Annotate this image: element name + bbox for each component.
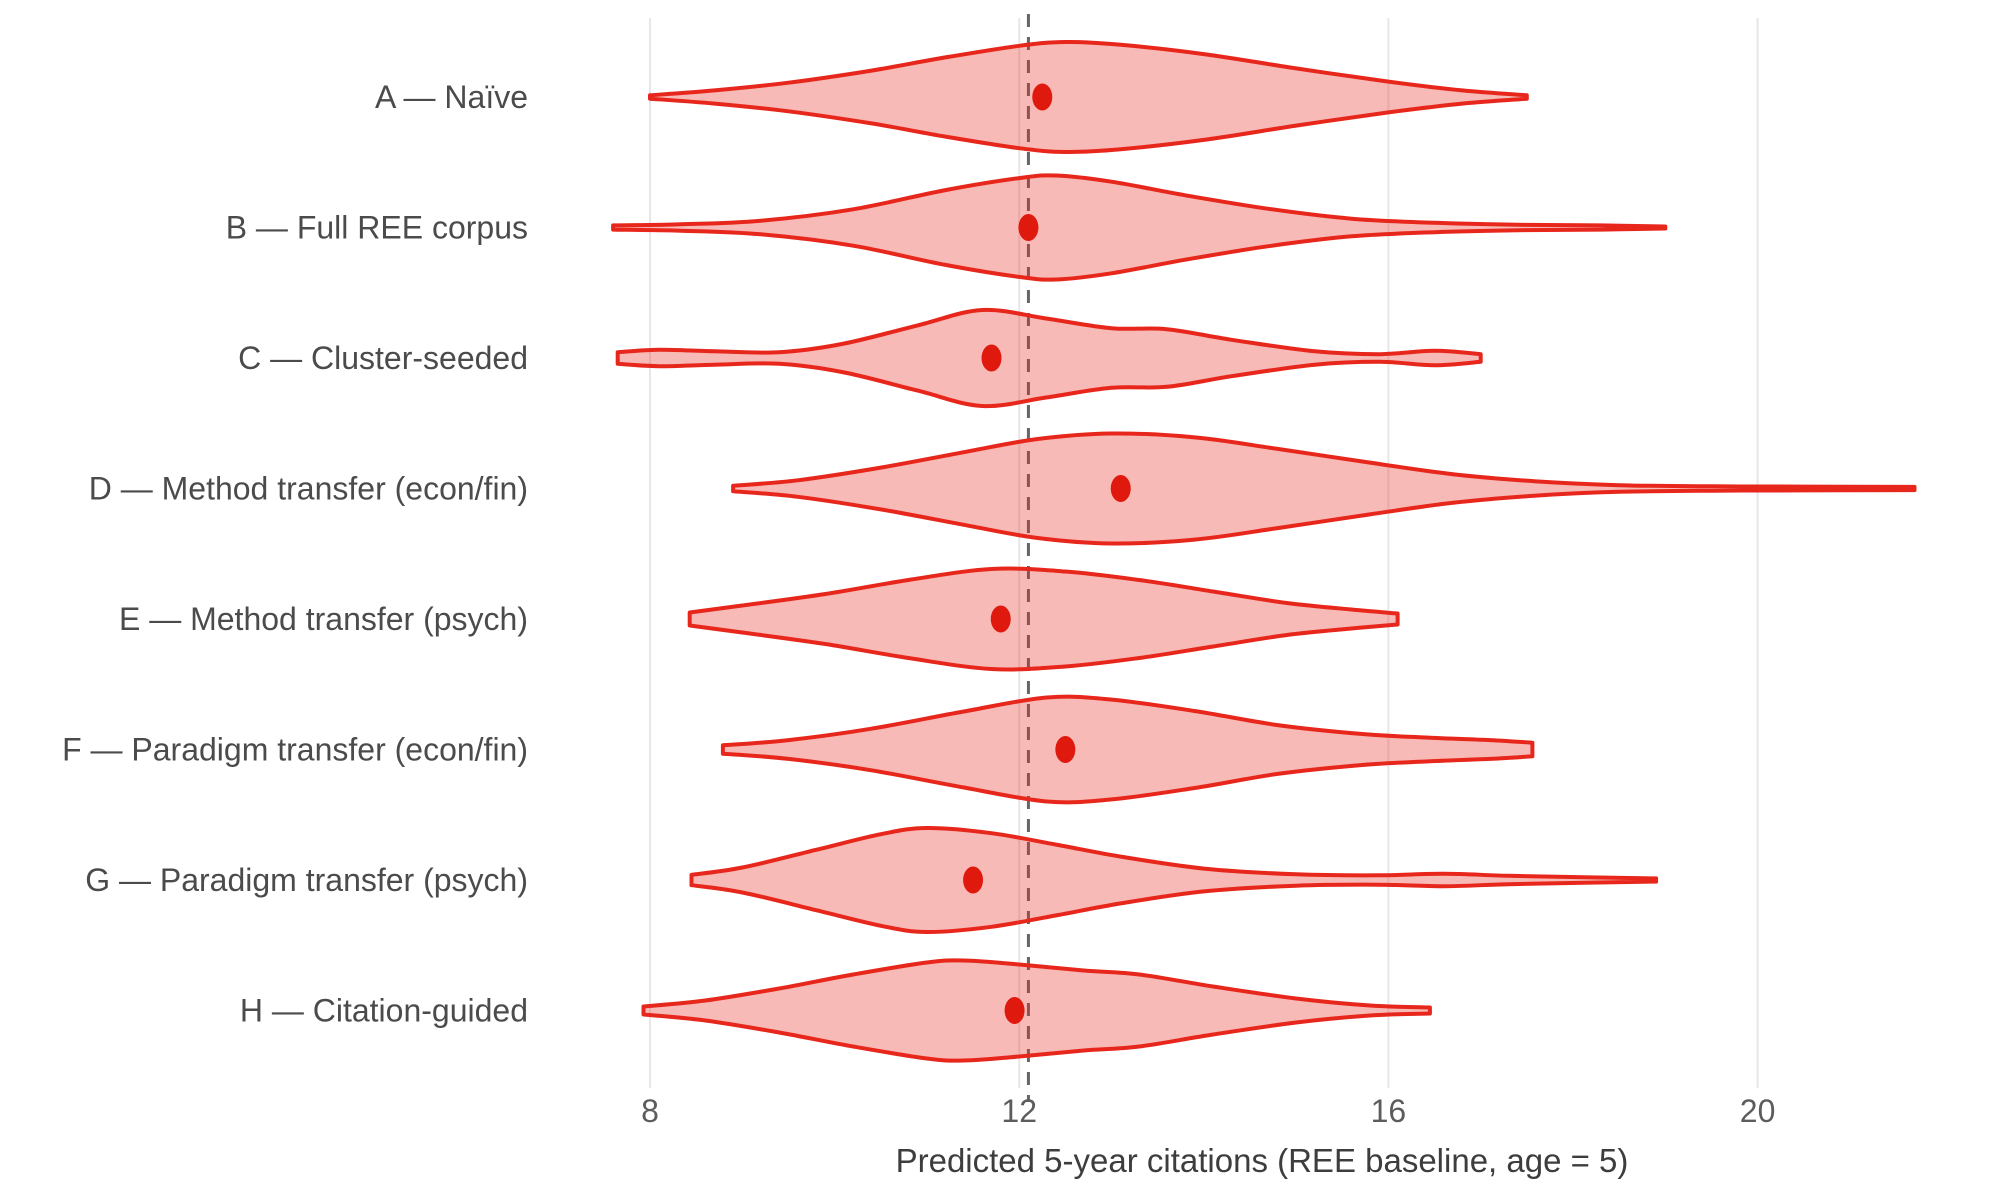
- category-label-C: C — Cluster-seeded: [238, 340, 528, 376]
- median-dot-B: [1018, 214, 1039, 241]
- median-dot-G: [963, 866, 984, 894]
- x-tick-label-8: 8: [641, 1093, 659, 1129]
- category-label-G: G — Paradigm transfer (psych): [85, 862, 528, 898]
- x-tick-label-16: 16: [1371, 1093, 1407, 1129]
- violin-B: [611, 173, 1668, 282]
- median-dot-D: [1110, 475, 1131, 502]
- median-dot-A: [1032, 83, 1053, 111]
- median-dot-E: [990, 605, 1011, 633]
- violin-E: [687, 566, 1400, 672]
- median-dot-C: [981, 344, 1002, 372]
- x-axis-title: Predicted 5-year citations (REE baseline…: [896, 1142, 1629, 1179]
- violin-F: [720, 694, 1535, 805]
- violin-D: [731, 431, 1917, 546]
- median-dot-F: [1055, 736, 1076, 763]
- violins-layer: [611, 39, 1917, 1063]
- x-tick-label-12: 12: [1001, 1093, 1037, 1129]
- category-label-F: F — Paradigm transfer (econ/fin): [62, 732, 528, 768]
- violin-H: [641, 958, 1432, 1063]
- violin-A: [648, 39, 1529, 155]
- tick-labels-layer: 8 12 16 20: [641, 1093, 1775, 1129]
- category-labels-layer: A — Naïve B — Full REE corpus C — Cluster-…: [62, 79, 528, 1029]
- category-label-D: D — Method transfer (econ/fin): [89, 471, 528, 507]
- category-label-H: H — Citation-guided: [240, 993, 528, 1029]
- category-label-A: A — Naïve: [375, 79, 528, 115]
- violin-C: [615, 307, 1483, 409]
- x-tick-label-20: 20: [1740, 1093, 1776, 1129]
- category-label-B: B — Full REE corpus: [226, 210, 528, 246]
- gridlines-layer: [649, 18, 1759, 1088]
- category-label-E: E — Method transfer (psych): [119, 601, 528, 637]
- median-dot-H: [1004, 997, 1025, 1024]
- violin-G: [689, 825, 1659, 935]
